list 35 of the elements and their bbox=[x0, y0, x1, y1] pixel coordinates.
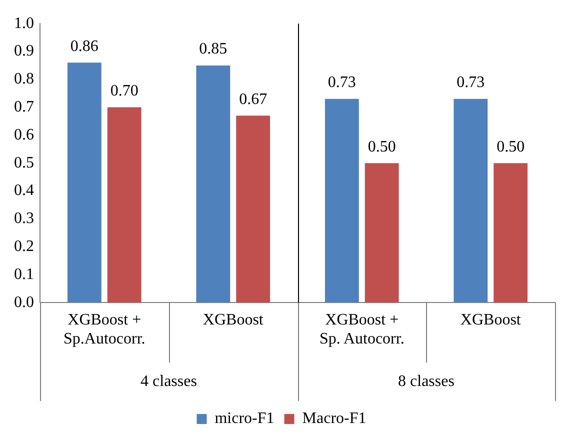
y-tick-label: 0.9 bbox=[14, 42, 34, 60]
data-label: 0.70 bbox=[110, 82, 138, 100]
data-label: 0.73 bbox=[328, 74, 356, 92]
data-label: 0.67 bbox=[239, 90, 268, 108]
bar bbox=[196, 65, 230, 303]
legend-label: micro-F1 bbox=[214, 410, 274, 428]
bar bbox=[494, 163, 528, 303]
x-tick-label: XGBoost bbox=[460, 311, 522, 328]
text: 8 classes bbox=[398, 373, 454, 390]
y-tick-label: 0.4 bbox=[14, 182, 34, 200]
x-tick-label: XGBoost bbox=[202, 311, 264, 328]
data-label: 0.85 bbox=[199, 40, 228, 58]
y-tick-label: 1.0 bbox=[14, 14, 34, 32]
bar bbox=[364, 163, 399, 303]
text: 4 classes bbox=[140, 373, 197, 390]
y-tick-label: 0.3 bbox=[14, 210, 34, 228]
data-label: 0.50 bbox=[496, 138, 525, 156]
legend-label: Macro-F1 bbox=[302, 410, 366, 428]
bar bbox=[324, 98, 359, 303]
x-tick-label: XGBoost + Sp. Autocorr. bbox=[319, 311, 404, 348]
y-tick-label: 0.2 bbox=[14, 238, 34, 256]
data-label: 0.50 bbox=[368, 138, 396, 156]
y-tick-label: 0.1 bbox=[14, 266, 34, 283]
bar bbox=[236, 116, 270, 303]
y-tick-label: 0.8 bbox=[14, 70, 34, 88]
data-label: 0.73 bbox=[456, 74, 485, 92]
bar bbox=[454, 98, 488, 303]
y-tick-label: 0.5 bbox=[14, 154, 34, 172]
y-tick-label: 0.0 bbox=[14, 294, 34, 311]
bar bbox=[67, 62, 102, 303]
bar bbox=[107, 107, 142, 303]
y-tick-label: 0.6 bbox=[14, 126, 34, 144]
y-tick-label: 0.7 bbox=[14, 98, 34, 116]
data-label: 0.86 bbox=[70, 38, 98, 55]
x-tick-label: XGBoost + Sp.Autocorr. bbox=[63, 311, 146, 348]
